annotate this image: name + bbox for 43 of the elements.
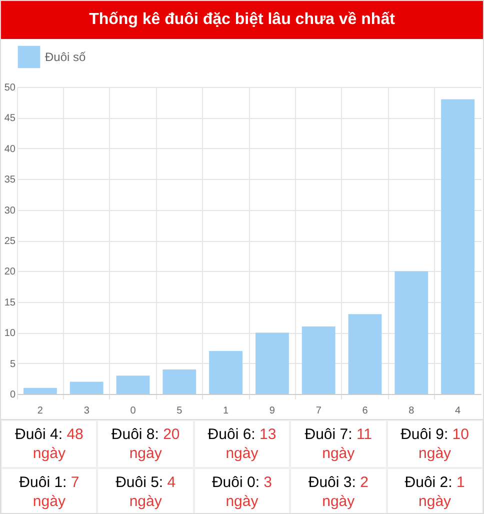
text: Đuôi 7: 11 ngày xyxy=(304,426,372,462)
x-tick-label: 3 xyxy=(84,406,90,416)
text: Đuôi 5: 4 ngày xyxy=(116,474,176,510)
bar xyxy=(255,332,289,394)
bar xyxy=(162,369,196,394)
x-tick-label: 2 xyxy=(37,406,44,416)
bar xyxy=(70,382,104,394)
text: Đuôi 1: 7 ngày xyxy=(19,474,80,510)
x-tick-label: 9 xyxy=(269,406,276,416)
text: Đuôi 9: 10 ngày xyxy=(400,426,469,462)
y-tick-label: 15 xyxy=(4,297,16,308)
bar xyxy=(441,99,475,394)
chart-title: Thống kê đuôi đặc biệt lâu chưa về nhất xyxy=(1,1,483,39)
y-tick-label: 5 xyxy=(10,358,16,370)
text: Đuôi 8: 20 ngày xyxy=(111,426,180,462)
x-tick-label: 5 xyxy=(176,406,183,416)
bar xyxy=(116,376,150,394)
text: Đuôi 3: 2 ngày xyxy=(308,474,368,510)
y-tick-label: 0 xyxy=(10,390,16,400)
text: Đuôi 4: 48 ngày xyxy=(15,426,84,462)
text: Đuôi 6: 13 ngày xyxy=(208,426,276,462)
y-tick-label: 35 xyxy=(4,174,16,186)
y-tick-label: 40 xyxy=(4,144,16,155)
text: Đuôi 0: 3 ngày xyxy=(212,474,272,510)
y-tick-label: 20 xyxy=(4,266,16,278)
bar xyxy=(23,388,57,394)
y-tick-label: 45 xyxy=(4,113,16,124)
bar xyxy=(209,351,243,394)
x-tick-label: 8 xyxy=(408,406,415,416)
x-tick-label: 0 xyxy=(130,406,136,416)
y-tick-label: 50 xyxy=(4,82,16,94)
y-tick-label: 30 xyxy=(4,205,16,216)
x-tick-label: 6 xyxy=(362,406,368,416)
x-tick-label: 1 xyxy=(223,406,230,416)
x-tick-label: 7 xyxy=(316,406,322,416)
x-tick-label: 4 xyxy=(455,406,462,416)
text: Đuôi 2: 1 ngày xyxy=(404,474,465,510)
bar xyxy=(302,326,336,394)
y-tick-label: 10 xyxy=(4,328,16,340)
legend-label: Đuôi số xyxy=(45,50,86,64)
bar xyxy=(348,314,382,394)
bar xyxy=(394,271,428,394)
y-tick-label: 25 xyxy=(4,236,16,247)
